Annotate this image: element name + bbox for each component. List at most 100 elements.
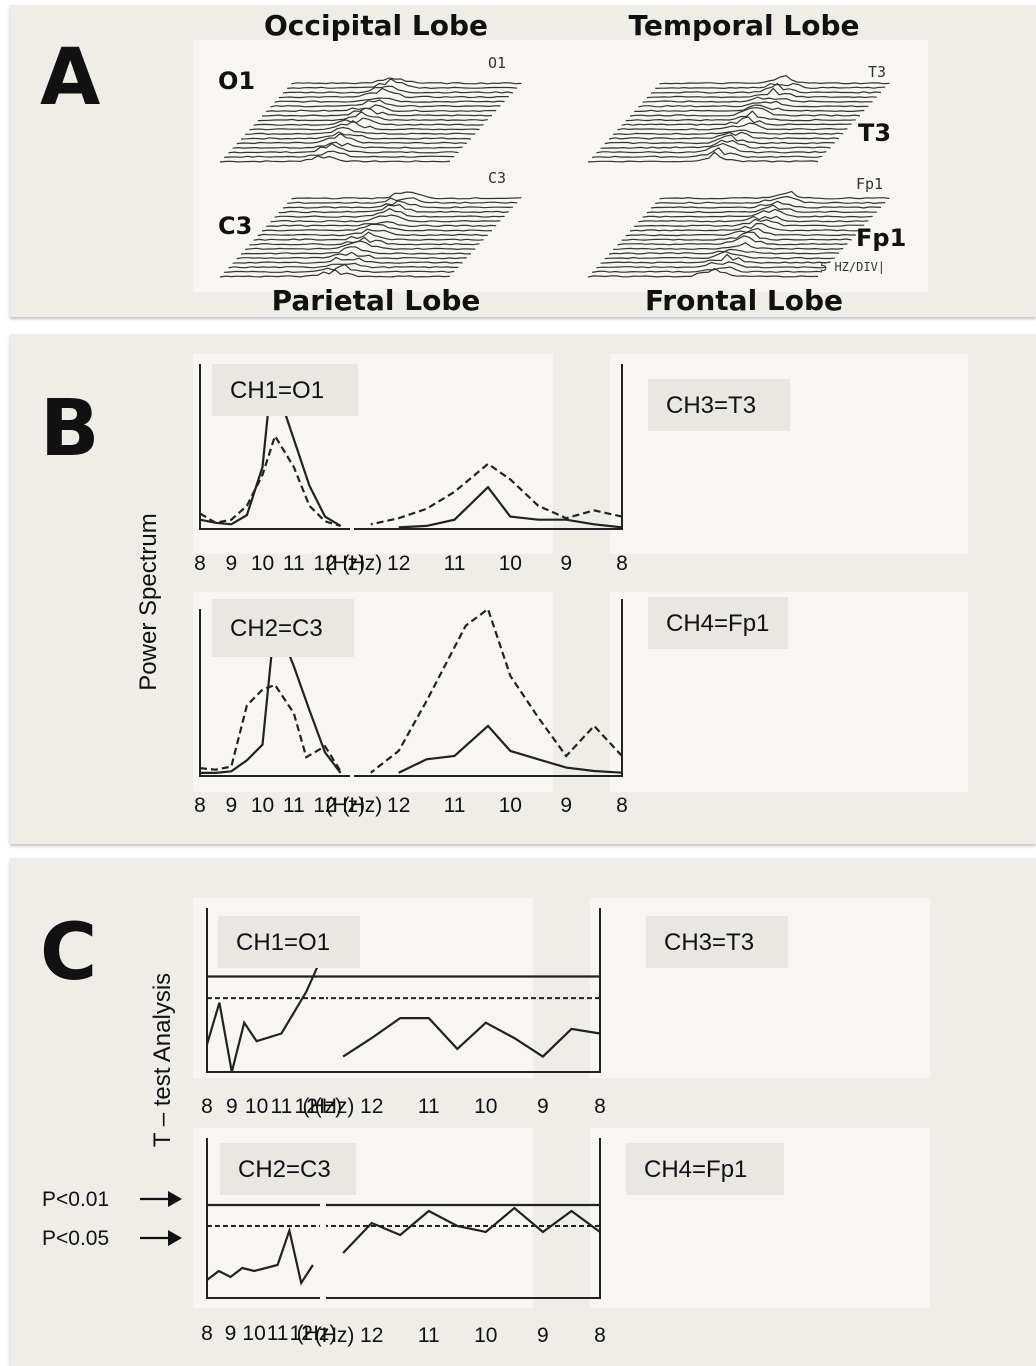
panel-letter-a: A [40,33,101,123]
x-tick-label: 12 [295,1095,318,1118]
x-tick-label: 10 [499,794,522,817]
handwritten-t3: T3 [868,63,886,81]
spectrum-trace [650,82,882,94]
chart-b-3: CH4=Fp1 8 9 10 11 12(Hz) [343,592,968,817]
electrode-t3-label: T3 [858,119,891,147]
x-tick-label: 11 [283,794,305,817]
spectrum-trace [270,214,501,223]
x-tick-label: 11 [418,1095,440,1118]
x-tick-label: 8 [194,552,206,575]
x-tick-label: 8 [201,1322,213,1345]
spectrum-trace [240,246,471,255]
x-tick-label: 11 [267,1322,289,1345]
channel-label: CH2=C3 [238,1156,331,1183]
spectrum-trace [625,227,856,237]
handwritten-scale: 5 HZ/DIV| [820,260,885,274]
channel-label-box [220,1143,356,1195]
channel-label: CH2=C3 [230,615,323,642]
channel-label: CH3=T3 [666,392,756,419]
x-tick-label: 9 [560,552,572,575]
channel-label-box [212,364,358,416]
spectrum-trace [274,207,505,218]
power-spectrum-charts: CH1=O18 9 10 11 12(Hz)CH3=T389101112(Hz)CH2=… [135,354,968,817]
series-line-solid [199,373,342,527]
spectrum-trace [228,142,459,154]
spectrum-trace [261,107,493,117]
spectrum-trace [282,200,514,209]
channel-label: CH3=T3 [664,929,754,956]
waterfall-stack-o1 [219,77,522,163]
x-tick-label: 9 [537,1095,549,1118]
spectrum-trace [613,129,844,136]
electrode-o1-label: O1 [218,67,255,95]
x-tick-label: 8 [616,794,628,817]
channel-label: CH4=Fp1 [644,1156,747,1183]
series-line-solid [398,485,623,529]
spectrum-trace [266,220,497,228]
spectrum-trace [282,85,514,94]
spectrum-trace [617,122,848,131]
axis-line [326,1138,601,1299]
p001-arrow [140,1191,182,1207]
spectrum-trace [638,100,869,108]
spectrum-trace [266,104,497,113]
spectrum-trace [600,253,831,264]
spectrum-trace [608,248,840,255]
x-tick-label: 10 [251,552,274,575]
axis-line [326,908,601,1073]
channel-label-box [646,916,788,968]
scan-background [193,40,928,292]
x-tick-label: 8 [194,794,206,817]
x-tick-label: (Hz) [325,552,365,575]
spectrum-trace [596,261,827,269]
spectrum-trace [232,141,463,149]
x-tick-label: 11 [418,1324,440,1347]
x-tick-label: 12 [360,1324,383,1347]
spectrum-trace [291,191,522,200]
x-tick-label: 12 [387,552,410,575]
chart-c-0: CH1=O18 9 10 11 12(Hz) [193,898,533,1118]
channel-label-box [218,916,360,968]
chart-b-2: CH2=C38 9 10 11 12(Hz) [193,592,553,817]
panel-letter-b: B [40,384,100,474]
chart-c-1: CH3=T3 8 9 10 11 12(Hz) [315,898,930,1118]
spectrum-trace [249,119,480,131]
series-line-solid [342,1017,601,1058]
spectrum-trace [617,235,848,246]
spectrum-trace [629,107,861,117]
x-tick-label: (Hz) [315,1324,355,1347]
x-tick-label: (Hz) [343,552,383,575]
spectrum-trace [291,77,522,85]
parietal-lobe-label: Parietal Lobe [272,284,481,317]
spectrum-trace [261,223,493,232]
spectrum-trace [240,131,472,140]
spectrum-trace [219,269,451,278]
spectrum-trace [659,190,890,200]
spectrum-trace [236,251,467,260]
x-tick-label: 10 [474,1095,497,1118]
spectrum-trace [224,150,455,158]
x-tick-label: 11 [283,552,305,575]
spectrum-trace [638,215,869,223]
electrode-c3-label: C3 [218,212,252,240]
spectrum-trace [228,262,459,269]
x-tick-label: 10 [251,794,274,817]
spectrum-trace [249,236,480,246]
series-line-solid [200,618,342,774]
x-tick-label: 10 [474,1324,497,1347]
x-tick-label: 10 [242,1322,265,1345]
spectrum-trace [642,96,873,103]
spectrum-trace [634,218,865,227]
spectrum-trace [604,134,835,145]
x-tick-label: 10 [245,1095,268,1118]
series-line-solid [206,1226,314,1286]
x-tick-label: 11 [270,1095,292,1118]
power-spectrum-axis-label: Power Spectrum [135,513,162,690]
x-tick-label: 9 [537,1324,549,1347]
p005-label: P<0.05 [42,1227,109,1250]
axis-line [354,364,623,530]
x-tick-label: (Hz) [297,1322,337,1345]
x-tick-label: 11 [444,552,466,575]
waterfall-stack-c3 [219,191,522,278]
spectrum-trace [604,250,835,260]
